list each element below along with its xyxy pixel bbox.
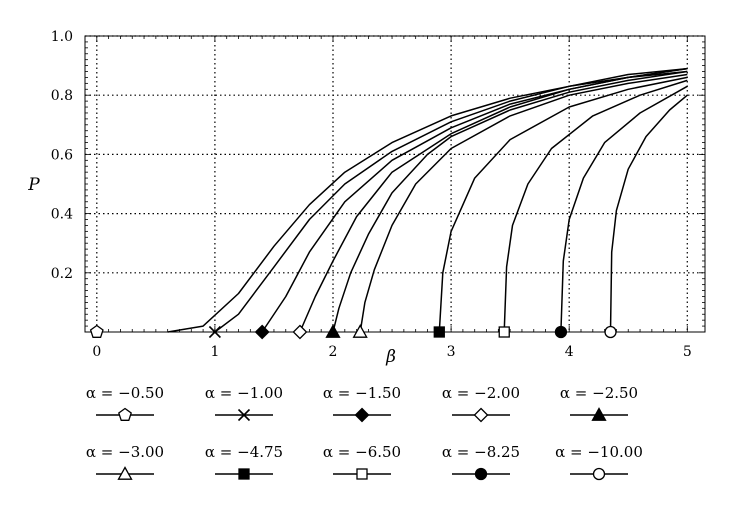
y-tick-label: 0.4 — [51, 207, 73, 223]
legend-label: α = −2.50 — [560, 384, 638, 402]
onset-marker-9 — [554, 325, 568, 339]
onset-marker-6 — [352, 324, 368, 338]
legend-item-7: α = −4.75 — [205, 443, 283, 480]
legend: α = −0.50 α = −1.00 α = −1.50 α = −2.00 α = … — [86, 384, 643, 481]
legend-marker — [591, 407, 607, 421]
onset-marker-4 — [292, 324, 308, 340]
legend-marker — [117, 466, 133, 480]
onset-marker-3 — [254, 324, 270, 340]
legend-label: α = −4.75 — [205, 443, 283, 461]
legend-marker — [356, 468, 368, 480]
onset-markers — [89, 324, 617, 340]
x-tick-label: 1 — [210, 344, 219, 360]
legend-marker — [592, 467, 606, 481]
x-tick-label: 4 — [565, 344, 574, 360]
legend-label: α = −8.25 — [442, 443, 520, 461]
legend-item-9: α = −8.25 — [442, 443, 520, 481]
legend-marker — [473, 407, 489, 423]
series-line-5 — [332, 70, 688, 333]
series-line-10 — [609, 94, 688, 333]
y-axis-label: P — [27, 175, 40, 195]
series-lines — [167, 67, 688, 333]
x-tick-label: 5 — [683, 344, 692, 360]
x-tick-label: 2 — [329, 344, 338, 360]
onset-marker-1 — [89, 324, 104, 338]
series-line-6 — [359, 73, 688, 333]
x-tick-label: 0 — [92, 344, 101, 360]
series-line-2 — [214, 67, 688, 333]
x-tick-label: 3 — [447, 344, 456, 360]
series-line-4 — [299, 70, 688, 333]
legend-item-1: α = −0.50 — [86, 384, 164, 421]
legend-item-6: α = −3.00 — [86, 443, 164, 480]
legend-item-2: α = −1.00 — [205, 384, 283, 422]
onset-marker-5 — [325, 324, 341, 338]
legend-label: α = −1.50 — [323, 384, 401, 402]
legend-item-3: α = −1.50 — [323, 384, 401, 423]
y-tick-label: 0.6 — [51, 147, 73, 163]
legend-marker — [237, 408, 251, 422]
onset-marker-2 — [208, 325, 221, 339]
y-tick-label: 0.2 — [51, 266, 73, 282]
legend-item-4: α = −2.00 — [442, 384, 520, 423]
ticks: 0 1 2 3 4 5 0.2 0.4 0.6 0.8 1.0 — [51, 29, 705, 360]
legend-marker — [474, 467, 488, 481]
y-tick-label: 0.8 — [51, 88, 73, 104]
legend-label: α = −10.00 — [555, 443, 643, 461]
labels: P β — [27, 175, 396, 367]
series-line-9 — [560, 85, 688, 333]
legend-item-10: α = −10.00 — [555, 443, 643, 481]
onset-marker-10 — [604, 325, 617, 339]
legend-marker — [238, 468, 250, 480]
series-line-8 — [503, 79, 688, 333]
legend-label: α = −2.00 — [442, 384, 520, 402]
onset-marker-8 — [498, 326, 510, 338]
series-line-7 — [438, 76, 688, 333]
legend-label: α = −6.50 — [323, 443, 401, 461]
x-axis-label: β — [385, 347, 396, 367]
y-tick-label: 1.0 — [51, 29, 73, 45]
legend-label: α = −0.50 — [86, 384, 164, 402]
onset-marker-7 — [433, 326, 445, 338]
legend-marker — [354, 407, 370, 423]
legend-item-5: α = −2.50 — [560, 384, 638, 421]
legend-label: α = −3.00 — [86, 443, 164, 461]
legend-label: α = −1.00 — [205, 384, 283, 402]
legend-item-8: α = −6.50 — [323, 443, 401, 480]
legend-marker — [118, 407, 132, 421]
